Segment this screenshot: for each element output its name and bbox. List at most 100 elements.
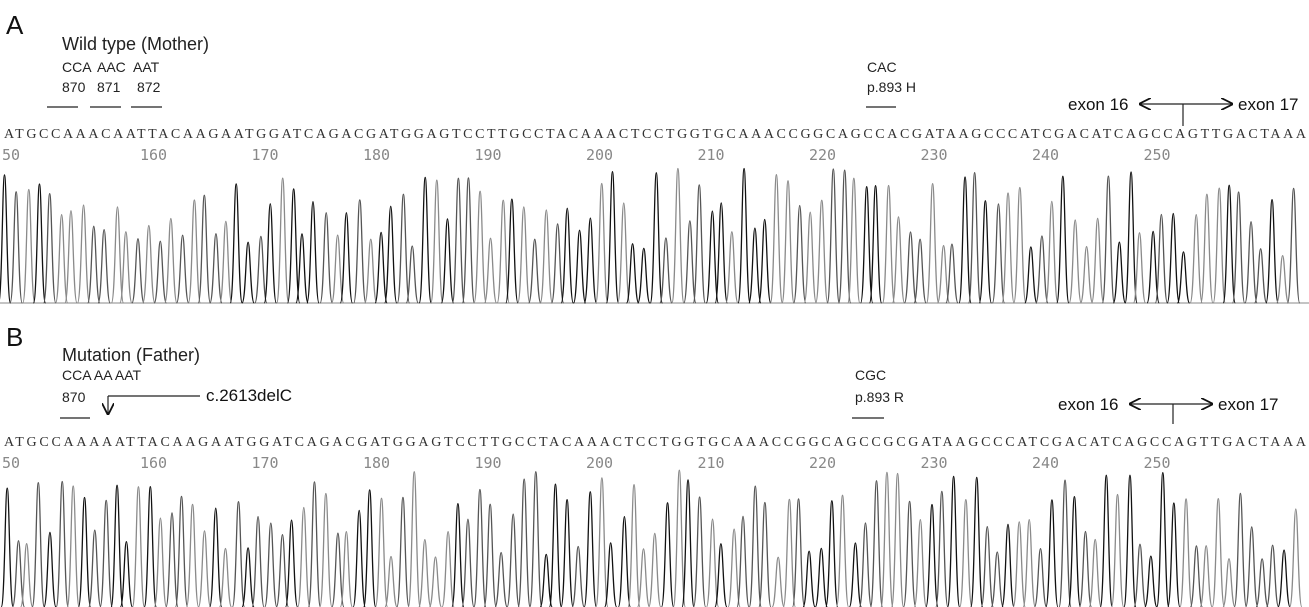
variant-protein: p.893 R xyxy=(855,389,904,405)
trace-peak xyxy=(749,228,761,303)
trace-peak xyxy=(1201,194,1213,303)
trace-peak xyxy=(277,178,289,303)
trace-peak xyxy=(694,497,706,607)
trace-peak xyxy=(584,492,596,607)
panel-label: A xyxy=(6,10,24,40)
trace-peak xyxy=(132,239,144,303)
codon: AAC xyxy=(97,59,126,75)
trace-peak xyxy=(1180,499,1192,607)
trace-peak xyxy=(715,544,727,607)
trace-peak xyxy=(210,508,222,607)
trace-peak xyxy=(627,244,639,303)
trace-peak xyxy=(881,472,893,607)
trace-peak xyxy=(693,185,705,303)
trace-peak xyxy=(210,234,222,303)
trace-peak xyxy=(561,208,573,303)
position-label: 220 xyxy=(809,454,836,472)
trace-peak xyxy=(1167,214,1179,303)
trace-peak xyxy=(365,239,377,303)
trace-peak xyxy=(672,169,684,303)
trace-peak xyxy=(792,499,804,607)
position-label: 230 xyxy=(921,454,948,472)
position-label: 50 xyxy=(2,146,20,164)
trace-peak xyxy=(154,518,166,607)
trace-peak xyxy=(32,483,44,607)
panel-title: Wild type (Mother) xyxy=(62,34,209,54)
trace-peak xyxy=(507,514,519,607)
trace-peak xyxy=(759,219,771,303)
position-label: 250 xyxy=(1144,146,1171,164)
trace-peak xyxy=(552,224,564,303)
position-label: 190 xyxy=(475,146,502,164)
codon-position: 870 xyxy=(62,389,86,405)
trace-peak xyxy=(408,472,420,607)
trace-peak xyxy=(132,487,144,607)
trace-peak xyxy=(506,199,518,303)
trace-peak xyxy=(1213,188,1225,303)
trace-peak xyxy=(1233,192,1245,303)
trace-peak xyxy=(98,230,110,303)
trace-peak xyxy=(650,173,662,303)
position-label: 200 xyxy=(586,454,613,472)
trace-peak xyxy=(948,476,960,607)
trace-peak xyxy=(88,226,100,303)
trace-peak xyxy=(1223,185,1235,303)
trace-peak xyxy=(1036,236,1048,303)
trace-peak xyxy=(927,184,939,303)
trace-peak xyxy=(1068,497,1080,607)
trace-peak xyxy=(573,230,585,303)
trace-peak xyxy=(649,533,661,607)
trace-peak xyxy=(252,517,264,607)
trace-peak xyxy=(759,502,771,607)
trace-peak xyxy=(23,189,35,303)
trace-peak xyxy=(144,487,156,607)
trace-peak xyxy=(936,491,948,607)
trace-peak xyxy=(354,200,366,303)
trace-peak xyxy=(1023,520,1035,607)
trace-peak xyxy=(992,204,1004,303)
position-label: 160 xyxy=(140,454,167,472)
trace-peak xyxy=(219,549,231,607)
trace-peak xyxy=(1177,252,1189,303)
trace-peak xyxy=(308,482,320,607)
position-label: 200 xyxy=(586,146,613,164)
sequence: ATGCCAAACAATTACAAGAATGGATCAGACGATGGAGTCC… xyxy=(4,127,1307,142)
trace-peak xyxy=(628,485,640,607)
trace-peak xyxy=(638,248,650,303)
trace-peak xyxy=(839,170,851,303)
trace-peak xyxy=(738,169,750,303)
trace-peak xyxy=(186,504,198,607)
position-label: 250 xyxy=(1144,454,1171,472)
trace-peak xyxy=(307,202,319,303)
trace-peak xyxy=(682,480,694,607)
trace-peak xyxy=(991,552,1003,607)
position-label: 240 xyxy=(1032,454,1059,472)
trace-peak xyxy=(618,203,630,303)
trace-peak xyxy=(198,531,210,607)
trace-peak xyxy=(1223,559,1235,607)
trace-peak xyxy=(849,543,861,607)
trace-peak xyxy=(981,527,993,607)
trace-peak xyxy=(255,236,267,303)
trace-peak xyxy=(549,484,561,607)
trace-peak xyxy=(220,221,232,303)
trace-peak xyxy=(1092,218,1104,303)
trace-peak xyxy=(783,499,795,607)
trace-peak xyxy=(188,200,200,303)
trace-peak xyxy=(56,482,68,607)
trace-peak xyxy=(1013,522,1025,607)
trace-peak xyxy=(1102,176,1114,303)
trace-peak xyxy=(100,500,112,607)
trace-peak xyxy=(826,501,838,607)
trace-peak xyxy=(340,532,352,607)
variant-codon: CAC xyxy=(867,59,897,75)
trace-peak xyxy=(904,232,916,303)
trace-peak xyxy=(782,181,794,303)
trace-peak xyxy=(375,232,387,303)
trace-peak xyxy=(441,219,453,303)
trace-peak xyxy=(914,520,926,607)
trace-peak xyxy=(120,232,132,303)
trace-peak xyxy=(749,486,761,607)
trace-peak xyxy=(859,523,871,607)
